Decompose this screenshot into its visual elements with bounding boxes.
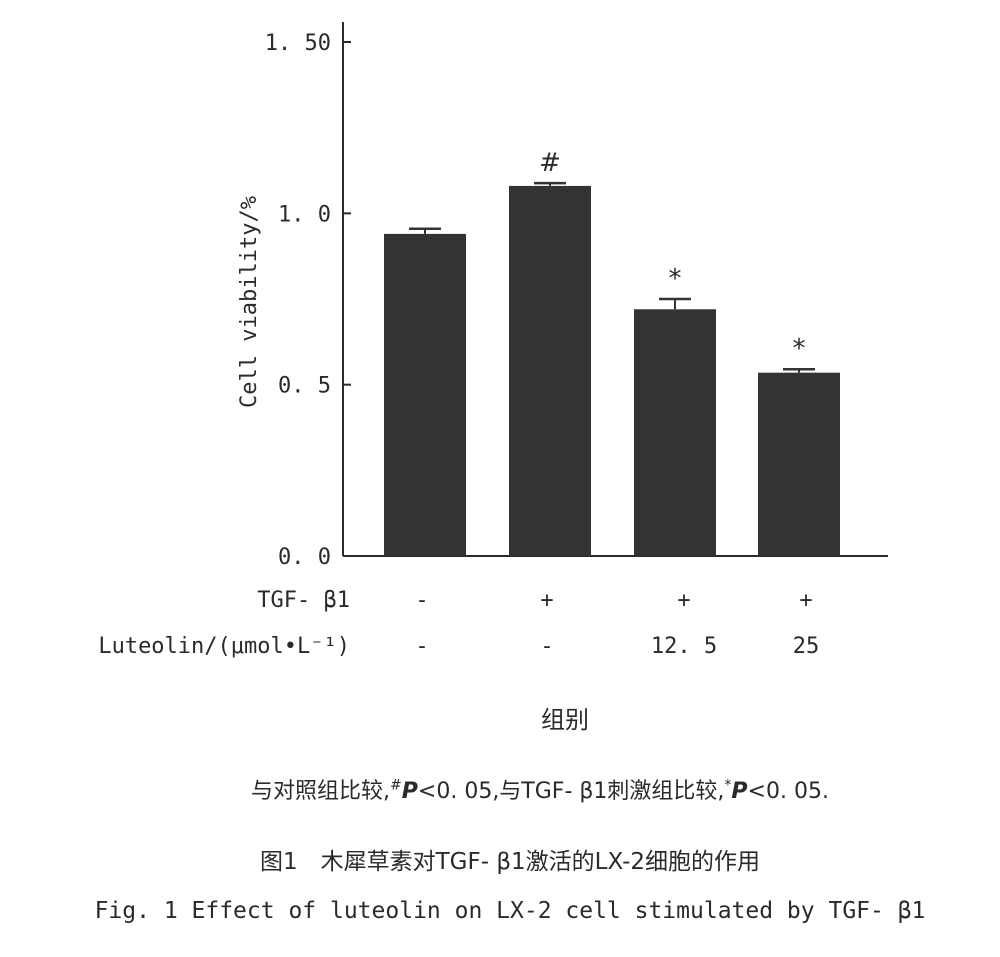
- condition-cell-0-1: +: [540, 588, 554, 613]
- significance-mark-1: #: [539, 148, 561, 178]
- x-axis-label: 组别: [541, 706, 589, 734]
- condition-cell-0-2: +: [677, 588, 691, 613]
- caption-english: Fig. 1 Effect of luteolin on LX-2 cell s…: [94, 898, 926, 924]
- note-mark-hash: #: [390, 777, 402, 794]
- caption-chinese: 图1 木犀草素对TGF- β1激活的LX-2细胞的作用: [259, 849, 761, 875]
- significance-note: 与对照组比较,#P<0. 05,与TGF- β1刺激组比较,*P<0. 05.: [251, 773, 829, 805]
- y-tick-label-0: 0. 0: [278, 545, 331, 570]
- condition-cell-1-1: -: [540, 634, 554, 659]
- bar-chart: 0. 0 0. 5 1. 0 1. 50 # * * Cell viability/%: [237, 22, 888, 570]
- y-tick-label-1: 0. 5: [278, 374, 331, 399]
- condition-cell-0-0: -: [415, 588, 429, 613]
- note-part-3: <0. 05.: [747, 779, 829, 804]
- note-p-1: P: [401, 779, 418, 804]
- bar-2: [634, 309, 716, 556]
- chart-bars: # * *: [384, 148, 840, 557]
- y-axis-label: Cell viability/%: [237, 196, 262, 408]
- bar-0: [384, 233, 466, 557]
- note-mark-star: *: [724, 777, 732, 794]
- condition-label-1: Luteolin/(μmol•L⁻¹): [98, 634, 350, 659]
- note-p-2: P: [731, 779, 748, 804]
- y-tick-label-2: 1. 0: [278, 202, 331, 227]
- bar-1: [509, 185, 591, 557]
- significance-mark-2: *: [669, 264, 682, 294]
- significance-mark-3: *: [793, 334, 806, 364]
- condition-cell-1-2: 12. 5: [650, 634, 718, 659]
- note-part-2: <0. 05,与TGF- β1刺激组比较,: [417, 779, 725, 804]
- condition-cell-1-0: -: [415, 634, 429, 659]
- condition-label-0: TGF- β1: [257, 588, 350, 613]
- note-part-1: 与对照组比较,: [251, 779, 391, 804]
- y-tick-label-3: 1. 50: [265, 31, 331, 56]
- condition-cell-0-3: +: [799, 588, 813, 613]
- condition-cell-1-3: 25: [792, 634, 820, 659]
- bar-3: [758, 372, 840, 556]
